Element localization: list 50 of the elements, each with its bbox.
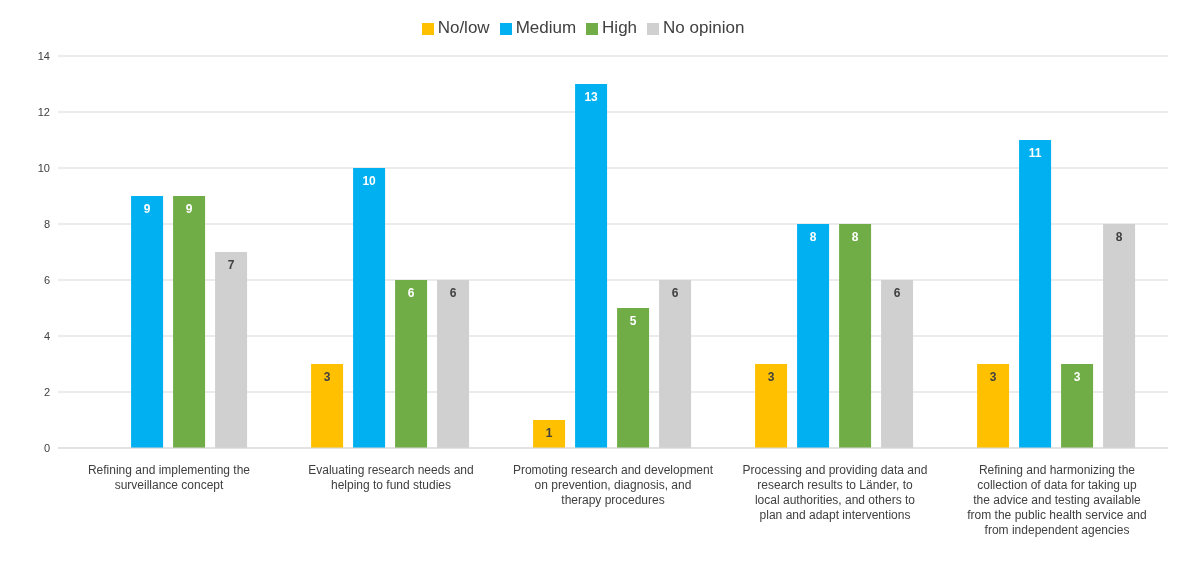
y-tick-label: 14 xyxy=(37,49,50,62)
data-label: 5 xyxy=(629,313,637,328)
y-tick-label: 2 xyxy=(43,385,50,398)
legend-label: No opinion xyxy=(663,18,745,37)
data-label: 6 xyxy=(893,285,901,300)
legend-label: Medium xyxy=(515,18,577,37)
x-tick-label: Refining and implementing the surveillance concept xyxy=(87,463,251,492)
data-label: 8 xyxy=(851,229,859,244)
data-label: 3 xyxy=(323,369,331,384)
bar xyxy=(1061,364,1094,448)
y-tick-label: 10 xyxy=(37,161,50,174)
bar xyxy=(395,280,428,448)
data-label: 8 xyxy=(809,229,817,244)
data-label: 6 xyxy=(449,285,457,300)
data-label: 7 xyxy=(227,257,235,272)
data-label: 11 xyxy=(1028,145,1042,160)
data-label: 6 xyxy=(671,285,679,300)
data-label: 1 xyxy=(545,425,553,440)
data-label: 13 xyxy=(584,89,599,104)
data-label: 3 xyxy=(1073,369,1081,384)
legend-label: High xyxy=(602,18,638,37)
y-tick-label: 12 xyxy=(37,105,50,118)
bar xyxy=(353,168,386,448)
x-tick-label: Evaluating research needs and helping to fund studies xyxy=(308,463,474,492)
x-tick-label: Promoting research and development on prevention, diagnosis, and therapy procedures xyxy=(512,463,714,507)
y-tick-label: 4 xyxy=(43,329,50,342)
bar xyxy=(977,364,1010,448)
x-tick-label: Processing and providing data and research results to Länder, to local authorities, and others to plan and adapt interventions xyxy=(742,463,928,522)
bar xyxy=(839,224,872,448)
legend-label: No/low xyxy=(437,18,490,37)
data-label: 6 xyxy=(407,285,415,300)
bar xyxy=(617,308,650,448)
bar xyxy=(173,196,206,448)
bar xyxy=(311,364,344,448)
bar xyxy=(575,84,608,448)
data-label: 8 xyxy=(1115,229,1123,244)
data-label: 9 xyxy=(185,201,193,216)
bar xyxy=(755,364,788,448)
data-label: 3 xyxy=(989,369,997,384)
x-tick-label: Refining and harmonizing the collection of data for taking up the advice and testing available from the public health service and from independent agencies xyxy=(967,463,1147,537)
bar xyxy=(1019,140,1052,448)
y-tick-label: 8 xyxy=(43,217,50,230)
bar xyxy=(797,224,830,448)
data-label: 9 xyxy=(143,201,151,216)
bar xyxy=(131,196,164,448)
y-tick-label: 0 xyxy=(43,441,50,454)
y-tick-label: 6 xyxy=(43,273,50,286)
bar xyxy=(533,420,566,448)
data-label: 10 xyxy=(362,173,377,188)
data-label: 3 xyxy=(767,369,775,384)
